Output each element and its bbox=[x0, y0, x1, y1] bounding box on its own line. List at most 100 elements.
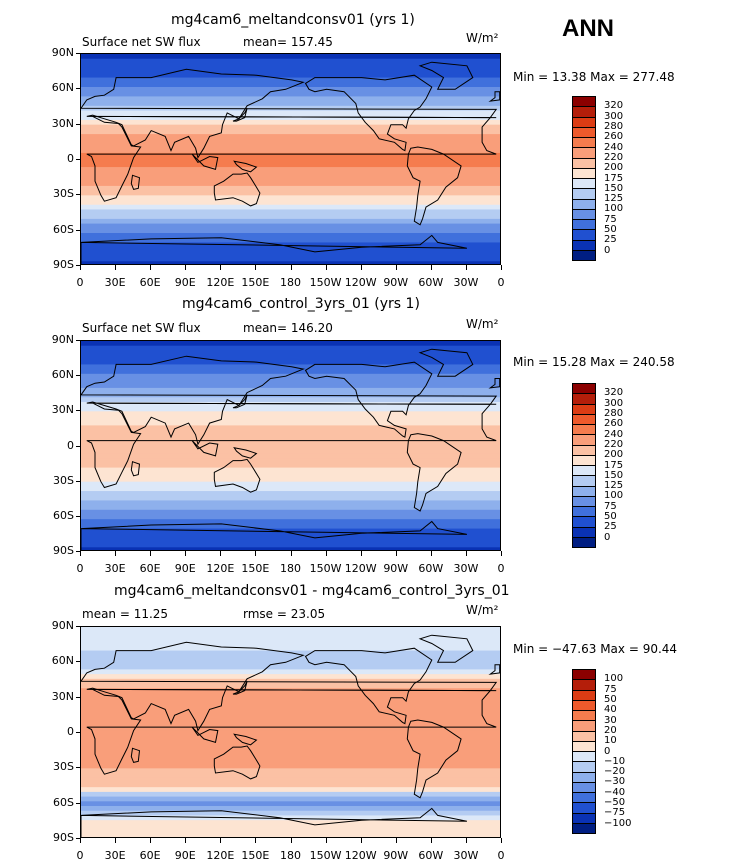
data-band bbox=[81, 416, 500, 422]
x-tick-label: 60E bbox=[139, 562, 161, 575]
map-plot bbox=[80, 53, 501, 265]
y-tick-label: 30N bbox=[51, 116, 74, 130]
x-tick-label: 90E bbox=[174, 276, 196, 289]
data-band bbox=[81, 401, 500, 408]
coastline bbox=[81, 355, 498, 446]
y-tick-mark bbox=[76, 340, 80, 341]
colorbar-swatch bbox=[573, 782, 595, 793]
colorbar-label: 280 bbox=[604, 120, 624, 132]
minmax-label: Min = 15.28 Max = 240.58 bbox=[513, 355, 675, 369]
data-band bbox=[81, 509, 500, 516]
data-band bbox=[81, 702, 500, 708]
colorbar-label: 300 bbox=[604, 110, 624, 122]
colorbar-label: 0 bbox=[604, 745, 611, 757]
colorbar-swatch bbox=[573, 803, 595, 814]
x-tick-label: 150W bbox=[309, 276, 342, 289]
data-band bbox=[81, 547, 500, 550]
colorbar-swatch bbox=[573, 466, 595, 477]
colorbar-swatch bbox=[573, 762, 595, 773]
coastline bbox=[304, 647, 433, 725]
data-band bbox=[81, 237, 500, 244]
x-tick-mark bbox=[80, 551, 81, 556]
y-tick-label: 60N bbox=[51, 368, 74, 382]
data-band bbox=[81, 233, 500, 239]
colorbar-swatch bbox=[573, 476, 595, 487]
coastline bbox=[191, 726, 219, 744]
colorbar-swatch bbox=[573, 158, 595, 169]
data-band bbox=[81, 167, 500, 173]
y-tick-mark bbox=[76, 53, 80, 54]
x-tick-mark bbox=[255, 551, 257, 556]
data-band bbox=[81, 735, 500, 741]
data-band bbox=[81, 86, 500, 93]
data-band bbox=[81, 458, 500, 464]
x-tick-mark bbox=[185, 551, 187, 556]
x-tick-mark bbox=[80, 838, 81, 843]
x-tick-label: 150E bbox=[241, 276, 270, 289]
coastline bbox=[81, 641, 498, 732]
colorbar-swatch bbox=[573, 107, 595, 118]
colorbar-label: 240 bbox=[604, 141, 624, 153]
colorbar-label: 0 bbox=[604, 531, 611, 543]
coastline bbox=[418, 348, 474, 377]
data-band bbox=[81, 664, 500, 670]
colorbar-swatch bbox=[573, 507, 595, 518]
data-band bbox=[81, 251, 500, 258]
data-band bbox=[81, 82, 500, 88]
y-tick-label: 60S bbox=[53, 795, 74, 809]
colorbar-label: 150 bbox=[604, 469, 624, 481]
x-tick-label: 0 bbox=[76, 562, 84, 575]
coastline bbox=[406, 719, 462, 799]
y-tick-label: 90N bbox=[51, 46, 74, 59]
data-band bbox=[81, 711, 500, 718]
colorbar-label: 320 bbox=[604, 100, 624, 112]
x-tick-mark bbox=[395, 551, 397, 556]
data-band bbox=[81, 387, 500, 394]
y-tick-mark bbox=[76, 696, 80, 698]
minmax-label: Min = −47.63 Max = 90.44 bbox=[513, 642, 678, 656]
colorbar-label: 260 bbox=[604, 418, 624, 430]
coastline bbox=[81, 68, 498, 159]
data-band bbox=[81, 448, 500, 455]
colorbar-swatch bbox=[573, 189, 595, 200]
colorbar-swatch bbox=[573, 199, 595, 210]
colorbar-swatch bbox=[573, 384, 595, 395]
x-tick-mark bbox=[80, 265, 81, 270]
colorbar-label: 200 bbox=[604, 449, 624, 461]
x-tick-label: 60W bbox=[418, 562, 444, 575]
colorbar-swatch bbox=[573, 209, 595, 220]
colorbar-label: 75 bbox=[604, 213, 617, 225]
data-band bbox=[81, 110, 500, 116]
colorbar-swatch bbox=[573, 445, 595, 456]
x-tick-label: 60E bbox=[139, 849, 161, 862]
coastline bbox=[213, 745, 261, 780]
x-tick-label: 180 bbox=[280, 849, 301, 862]
x-tick-mark bbox=[501, 838, 502, 843]
colorbar-label: 50 bbox=[604, 511, 617, 523]
data-band bbox=[81, 383, 500, 389]
x-tick-mark bbox=[290, 265, 292, 270]
data-band bbox=[81, 537, 500, 544]
data-band bbox=[81, 185, 500, 192]
data-band bbox=[81, 631, 500, 638]
coastline bbox=[81, 234, 467, 264]
data-band bbox=[81, 223, 500, 229]
x-tick-label: 30W bbox=[453, 562, 479, 575]
data-band bbox=[81, 406, 500, 412]
x-tick-mark bbox=[220, 838, 222, 843]
coastline bbox=[304, 74, 433, 152]
colorbar-label: 100 bbox=[604, 673, 624, 685]
x-tick-mark bbox=[150, 265, 152, 270]
y-tick-mark bbox=[76, 159, 80, 160]
data-band bbox=[81, 829, 500, 835]
x-tick-label: 120W bbox=[344, 562, 377, 575]
data-band bbox=[81, 378, 500, 384]
x-tick-mark bbox=[185, 265, 187, 270]
y-tick-mark bbox=[76, 445, 80, 447]
variable-label: Surface net SW flux bbox=[82, 35, 201, 49]
data-band bbox=[81, 143, 500, 149]
x-tick-label: 120E bbox=[206, 562, 235, 575]
units-label: W/m² bbox=[466, 31, 499, 45]
colorbar-label: 240 bbox=[604, 428, 624, 440]
panel-title: mg4cam6_control_3yrs_01 (yrs 1) bbox=[182, 296, 420, 312]
